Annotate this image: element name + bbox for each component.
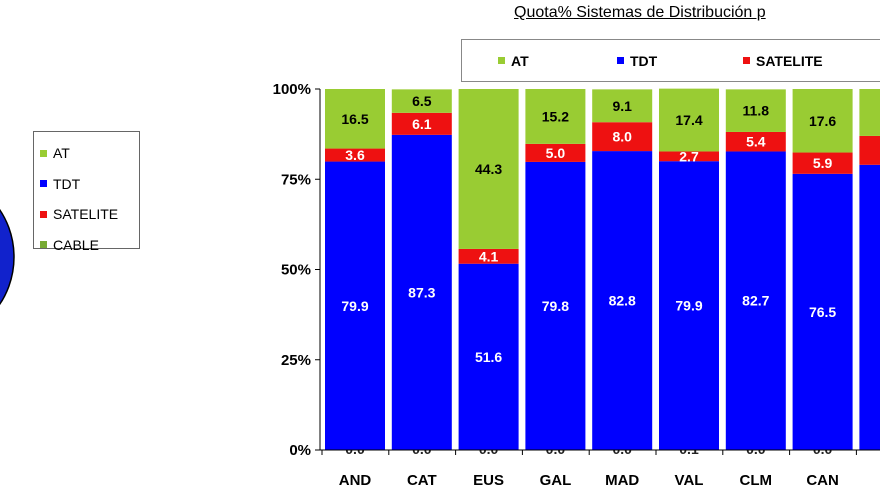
- bar-segment-at: [391, 89, 452, 113]
- bar-legend-label-tdt: TDT: [630, 52, 658, 69]
- data-label-tdt: 51.6: [475, 349, 502, 365]
- pie-legend-label-tdt: TDT: [53, 175, 81, 192]
- pie-slice-tdt: [0, 208, 15, 306]
- legend-swatch-tdt: [40, 180, 47, 188]
- bar-segment-satelite: [525, 143, 586, 162]
- x-tick-label: GAL: [540, 472, 572, 489]
- bar-segment-at: [792, 89, 853, 153]
- data-label-satelite: 5.0: [546, 145, 566, 161]
- x-tick-label: CLM: [740, 472, 773, 489]
- chart-title: Quota% Sistemas de Distribución p: [514, 4, 766, 21]
- bar-segment-satelite: [659, 151, 719, 162]
- data-label-satelite: 4.1: [479, 248, 499, 264]
- y-tick-label: 100%: [273, 81, 311, 98]
- data-label-satelite: 6.1: [412, 116, 432, 132]
- y-tick-label: 0%: [289, 442, 311, 459]
- data-label-tdt: 87.3: [408, 284, 435, 300]
- data-label-at: 15.2: [542, 108, 569, 124]
- legend-swatch-cable: [40, 241, 47, 249]
- pie-legend-item-at: AT: [40, 138, 139, 169]
- bar-segment-satelite: [592, 122, 653, 152]
- legend-swatch-satelite: [40, 210, 47, 218]
- data-label-tdt: 79.8: [542, 298, 569, 314]
- bar-legend-label-at: AT: [511, 52, 529, 69]
- bar-legend-swatch-at: [498, 57, 505, 64]
- pie-legend-item-tdt: TDT: [40, 169, 139, 200]
- bar-segment-satelite: [792, 152, 853, 174]
- data-label-satelite: 5.9: [813, 155, 833, 171]
- bar-legend-item-tdt: TDT: [617, 40, 657, 81]
- bar-legend: AT TDT SATELITE: [461, 39, 880, 82]
- data-label-tdt: 79.9: [675, 297, 702, 313]
- x-tick-label: EUS: [473, 472, 504, 489]
- pie-legend-item-cable: CABLE: [40, 230, 139, 261]
- pie-chart-edge: [0, 208, 15, 306]
- bar-legend-item-satelite: SATELITE: [743, 40, 823, 81]
- bar-segment-satelite: [725, 131, 786, 152]
- bar-segment-at: [525, 89, 586, 144]
- bar-legend-label-satelite: SATELITE: [756, 52, 823, 69]
- bar-legend-swatch-satelite: [743, 57, 750, 64]
- bar-segment-tdt: [325, 161, 385, 450]
- pie-legend-item-satelite: SATELITE: [40, 199, 139, 230]
- y-tick-label: 75%: [281, 171, 311, 188]
- data-label-tdt: 82.7: [742, 293, 769, 309]
- pie-legend-label-at: AT: [53, 145, 70, 162]
- bar-segment-tdt: [592, 151, 653, 451]
- data-label-at: 16.5: [341, 111, 368, 127]
- bar-legend-item-at: AT: [498, 40, 529, 81]
- data-label-satelite: 8.0: [612, 129, 632, 145]
- bar-segment-satelite: [325, 148, 385, 162]
- pie-legend: AT TDT SATELITE CABLE: [33, 131, 140, 253]
- data-label-satelite: 5.4: [746, 134, 766, 150]
- data-label-satelite: 3.6: [345, 147, 365, 163]
- data-label-tdt: 76.5: [809, 304, 836, 320]
- data-label-tdt: 82.8: [609, 293, 636, 309]
- data-label-at: 11.8: [743, 103, 770, 119]
- legend-swatch-at: [40, 149, 47, 157]
- bar-segment-tdt: [792, 173, 853, 450]
- bar-segment-tdt: [659, 161, 719, 450]
- x-tick-label: CAT: [407, 472, 437, 489]
- bar-segment-satelite: [391, 112, 452, 135]
- x-tick-label: MAD: [605, 472, 639, 489]
- bar-segment-at: [659, 88, 719, 152]
- bar-segment-tdt: [391, 134, 452, 451]
- x-tick-label: CAN: [806, 472, 839, 489]
- bar-segment-at: [859, 89, 880, 136]
- pie-legend-label-cable: CABLE: [53, 236, 99, 253]
- data-label-at: 17.6: [809, 113, 836, 129]
- bar-segment-satelite: [458, 248, 519, 264]
- x-tick-label: VAL: [675, 472, 704, 489]
- bar-segment-at: [725, 89, 786, 132]
- bar-segment-at: [592, 89, 653, 123]
- data-label-at: 6.5: [412, 93, 432, 109]
- bar-segment-tdt: [859, 164, 880, 450]
- bar-legend-swatch-tdt: [617, 57, 624, 64]
- pie-legend-label-satelite: SATELITE: [53, 206, 119, 223]
- y-tick-label: 50%: [281, 262, 311, 279]
- data-label-at: 44.3: [475, 161, 502, 177]
- bar-segment-at: [458, 89, 519, 249]
- bar-segment-at: [325, 89, 385, 149]
- bar-segment-tdt: [458, 263, 519, 450]
- bar-segment-satelite: [859, 135, 880, 165]
- data-label-at: 17.4: [675, 112, 702, 128]
- data-label-at: 9.1: [612, 98, 632, 114]
- data-label-tdt: 79.9: [341, 298, 368, 314]
- y-tick-label: 25%: [281, 352, 311, 369]
- bar-segment-tdt: [525, 161, 586, 450]
- x-tick-label: AND: [339, 472, 372, 489]
- bar-segment-tdt: [725, 151, 786, 450]
- data-label-satelite: 2.7: [679, 148, 699, 164]
